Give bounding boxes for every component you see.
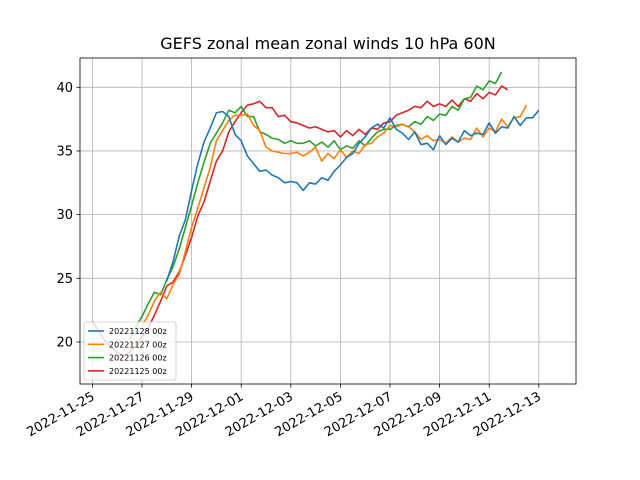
legend-box [83,321,177,381]
y-tick-label: 30 [56,208,73,223]
legend-label: 20221127 00z [109,340,167,349]
axis-ticks: 20253035402022-11-252022-11-272022-11-29… [24,81,543,440]
y-tick-label: 25 [56,272,73,287]
series-line-20221127-00z [141,104,528,326]
series-line-20221128-00z [166,109,540,282]
series-layer [91,71,540,357]
legend-label: 20221128 00z [109,327,167,336]
legend: 20221128 00z 20221127 00z 20221126 00z 2022… [83,321,177,381]
legend-label: 20221125 00z [109,367,167,376]
y-tick-label: 40 [56,81,73,96]
series-line-20221125-00z [91,85,509,357]
legend-label: 20221126 00z [109,354,167,363]
grid [80,58,576,384]
series-line-20221126-00z [128,71,503,340]
y-tick-label: 20 [56,335,73,350]
chart-title: GEFS zonal mean zonal winds 10 hPa 60N [160,34,495,53]
plot-area [79,57,577,385]
y-tick-label: 35 [56,144,73,159]
